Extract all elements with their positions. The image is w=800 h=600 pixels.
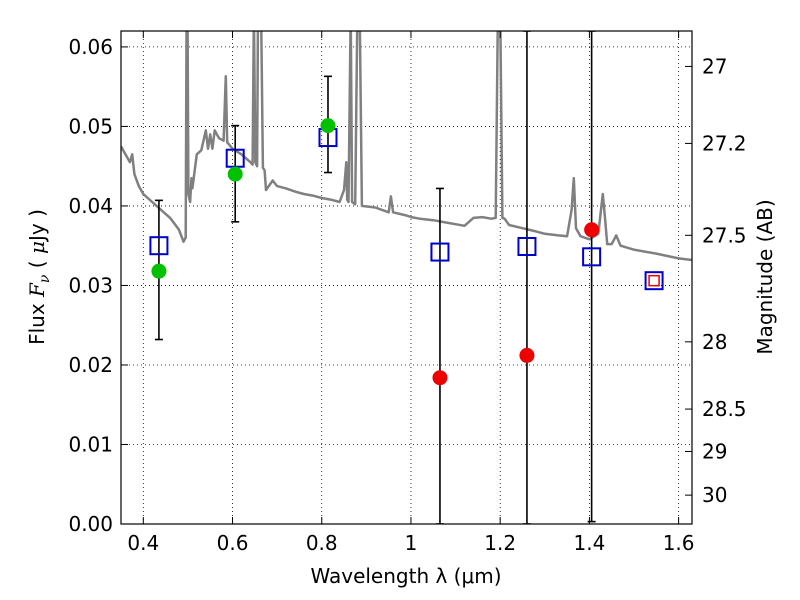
- x-axis-label: Wavelength λ (μm): [310, 564, 501, 588]
- y-tick-label: 0.04: [68, 194, 113, 218]
- y2-tick-label: 30: [702, 483, 727, 507]
- x-tick-label: 0.8: [306, 531, 338, 555]
- y2-tick-label: 28.5: [702, 397, 747, 421]
- x-tick-label: 1.6: [663, 531, 695, 555]
- model-spectrum-line: [121, 31, 692, 262]
- small-box-markers: [648, 274, 660, 287]
- box-marker: [517, 236, 537, 256]
- green-markers: [151, 118, 336, 279]
- x-tick-label: 1: [405, 531, 418, 555]
- box-marker: [149, 236, 169, 256]
- y-axis-label: Flux Fν ( μJy ): [25, 209, 53, 345]
- y-tick-label: 0.01: [68, 432, 113, 456]
- red-marker: [432, 370, 448, 386]
- box-marker: [644, 271, 664, 291]
- y2-tick-label: 29: [702, 439, 727, 463]
- box-marker: [430, 242, 450, 262]
- y2-tick-label: 27.2: [702, 131, 747, 155]
- box-marker: [582, 247, 602, 267]
- green-marker: [227, 166, 243, 182]
- x-tick-label: 0.6: [217, 531, 249, 555]
- y-tick-label: 0.00: [68, 512, 113, 536]
- plot-area: [121, 31, 692, 524]
- y-axis-ticks: 0.00 0.01 0.02 0.03 0.04 0.05 0.06: [68, 35, 128, 536]
- red-markers: [432, 222, 600, 386]
- y-tick-label: 0.03: [68, 273, 113, 297]
- y2-axis-label: Magnitude (AB): [753, 199, 777, 354]
- y-tick-label: 0.06: [68, 35, 113, 59]
- y2-tick-label: 28: [702, 330, 727, 354]
- plot-frame: [120, 30, 693, 525]
- x-tick-label: 0.4: [127, 531, 159, 555]
- small-box-marker: [648, 274, 660, 287]
- y2-tick-label: 27: [702, 54, 727, 78]
- y2-axis-ticks: 27 27.2 27.5 28 28.5 29 30: [685, 54, 747, 507]
- x-tick-label: 1.2: [484, 531, 516, 555]
- red-marker: [519, 347, 535, 363]
- y-tick-label: 0.05: [68, 114, 113, 138]
- red-marker: [584, 222, 600, 238]
- x-axis-ticks: 0.4 0.6 0.8 1 1.2 1.4 1.6: [127, 31, 695, 555]
- green-marker: [151, 263, 167, 279]
- x-tick-label: 1.4: [573, 531, 605, 555]
- y2-tick-label: 27.5: [702, 223, 747, 247]
- green-marker: [320, 118, 336, 134]
- y-tick-label: 0.02: [68, 353, 113, 377]
